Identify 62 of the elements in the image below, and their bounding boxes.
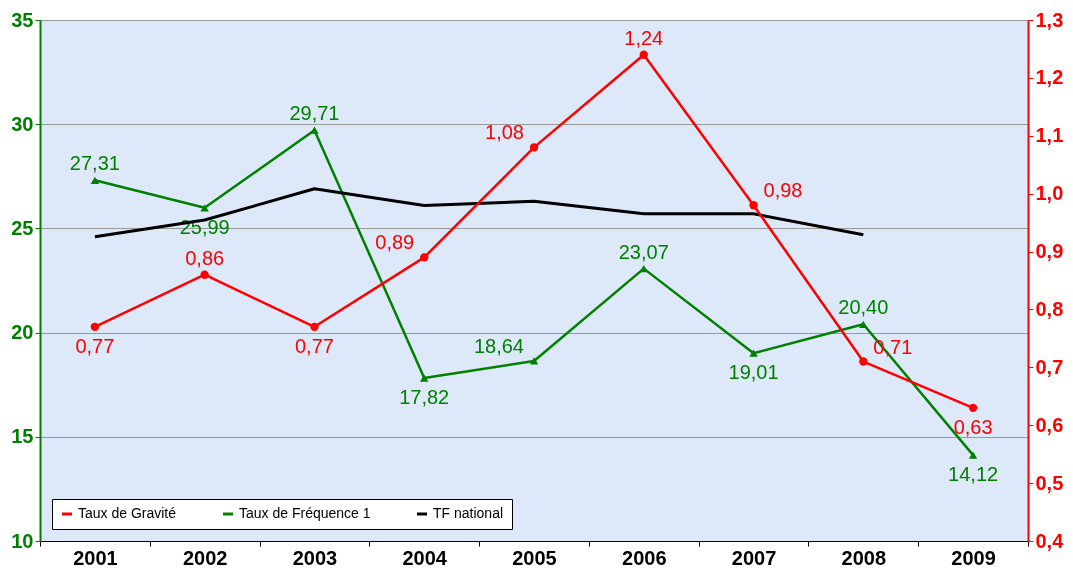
x-tick-label: 2007: [731, 546, 777, 569]
data-label: 0,89: [375, 231, 415, 254]
point: [90, 176, 100, 184]
point: [749, 349, 758, 357]
y2-tick-label: 0,5: [1035, 471, 1064, 494]
point: [420, 253, 429, 262]
point: [639, 50, 648, 59]
point: [200, 270, 209, 279]
y2-tick-label: 0,9: [1035, 240, 1064, 263]
point: [310, 126, 319, 134]
x-tick-label: 2008: [841, 546, 887, 569]
data-label: 0,98: [763, 179, 803, 202]
point: [529, 357, 539, 365]
data-label: 17,82: [399, 386, 450, 409]
data-label: 0,86: [185, 246, 225, 269]
y-tick-label: 20: [11, 321, 34, 344]
y2-tick-label: 0,8: [1035, 297, 1064, 320]
point: [420, 374, 429, 382]
point: [859, 357, 868, 366]
point: [90, 322, 100, 331]
point: [968, 403, 978, 413]
point: [859, 320, 868, 328]
data-label: 29,71: [289, 102, 340, 125]
data-label: 20,40: [838, 296, 889, 319]
legend-label: TF national: [433, 505, 504, 521]
data-label: 27,31: [69, 152, 120, 175]
y2-tick-label: 1,0: [1035, 182, 1064, 205]
x-tick-label: 2002: [182, 546, 228, 569]
y-tick-label: 15: [11, 425, 34, 448]
data-label: 1,08: [485, 121, 524, 144]
x-tick-label: 2004: [402, 546, 448, 569]
data-label: 23,07: [618, 240, 669, 263]
point: [529, 143, 539, 152]
legend-label: Taux de Fréquence 1: [239, 505, 371, 521]
y2-tick-label: 1,2: [1035, 66, 1064, 89]
point: [639, 265, 648, 273]
x-tick-label: 2001: [73, 546, 118, 569]
x-tick-label: 2003: [292, 546, 338, 569]
y2-tick-label: 0,6: [1035, 413, 1064, 436]
data-label: 19,01: [728, 361, 779, 384]
data-label: 14,12: [948, 463, 999, 486]
x-tick-label: 2009: [951, 546, 996, 569]
data-label: 0,77: [75, 334, 115, 357]
y-tick-label: 10: [11, 529, 34, 552]
x-tick-label: 2005: [512, 546, 557, 569]
y2-tick-label: 0,7: [1035, 355, 1064, 378]
data-label: 1,24: [624, 26, 664, 49]
point: [749, 201, 758, 210]
point: [200, 204, 209, 212]
y2-tick-label: 1,1: [1035, 124, 1064, 147]
point: [968, 451, 978, 459]
x-tick-label: 2006: [622, 546, 667, 569]
data-label: 0,63: [953, 415, 993, 438]
data-label: 18,64: [473, 334, 524, 357]
legend-label: Taux de Gravité: [78, 505, 177, 521]
point: [310, 322, 319, 331]
y2-tick-label: 0,4: [1035, 529, 1065, 552]
data-label: 0,77: [294, 334, 334, 357]
y2-tick-label: 1,3: [1035, 8, 1064, 31]
y-tick-label: 35: [11, 8, 34, 31]
y-tick-label: 30: [11, 112, 34, 135]
y-tick-label: 25: [11, 216, 34, 239]
